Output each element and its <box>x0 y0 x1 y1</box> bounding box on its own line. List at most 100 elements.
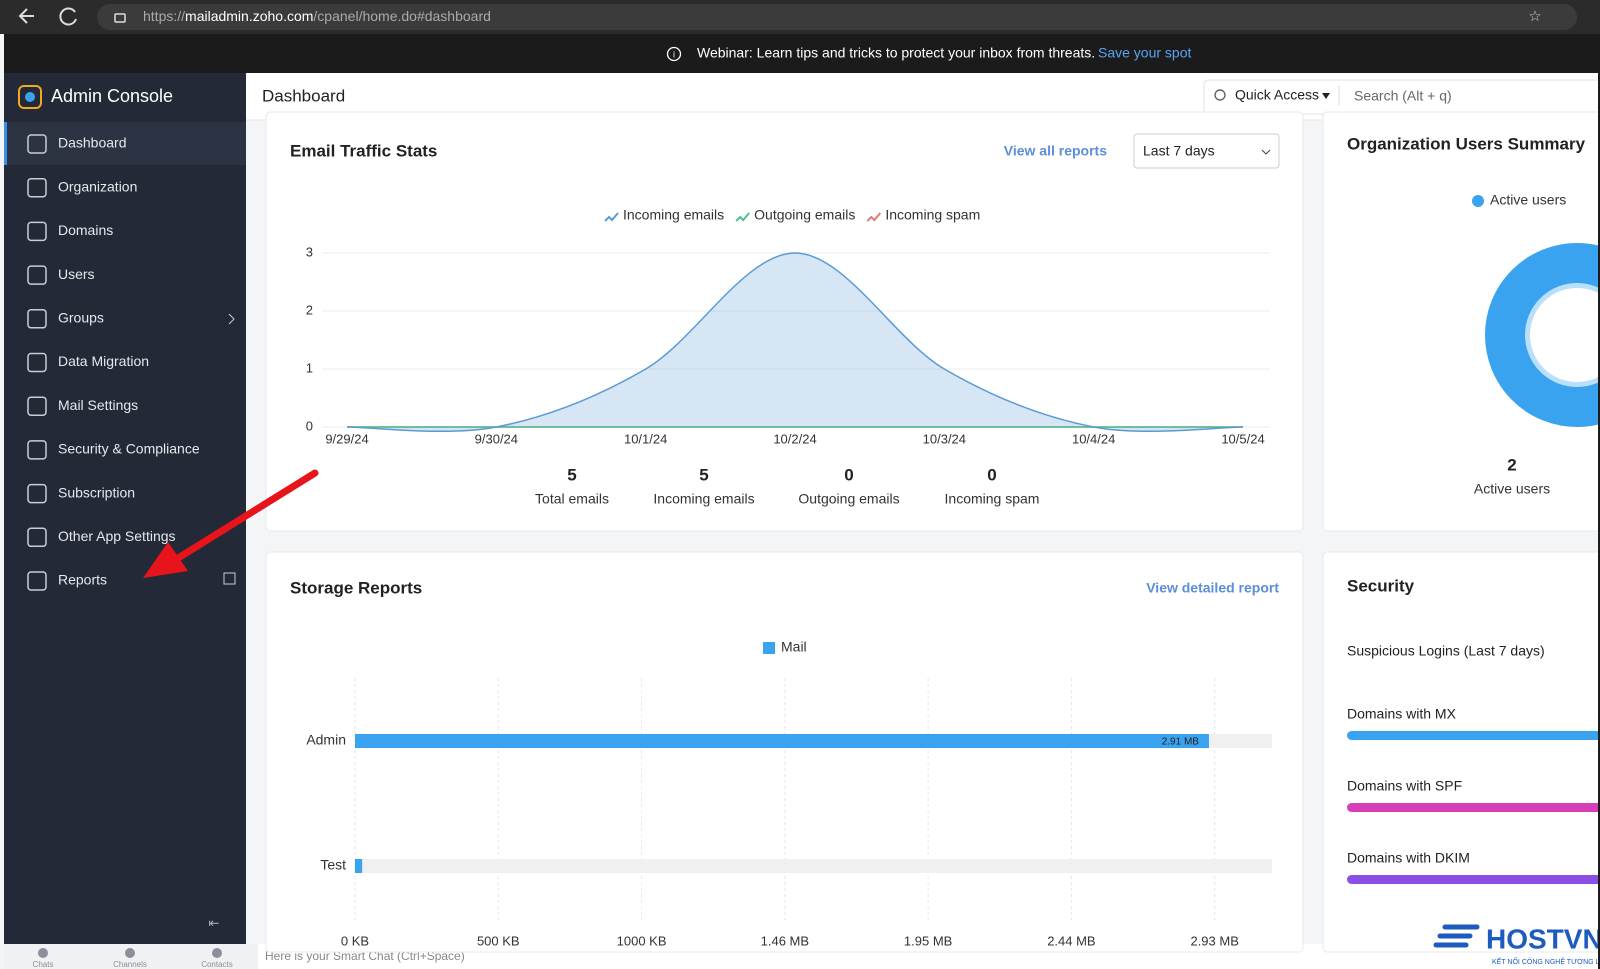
card-title: Storage Reports <box>290 578 422 597</box>
x-tick-label: 10/5/24 <box>1221 431 1264 446</box>
url-prefix: https:// <box>143 8 185 24</box>
donut-inner <box>1524 282 1600 388</box>
sidebar-icon <box>27 483 47 504</box>
search-icon <box>1214 89 1226 101</box>
x-tick-label: 2.44 MB <box>1047 933 1095 948</box>
sidebar-item[interactable]: Data Migration <box>58 353 149 369</box>
smart-chat[interactable]: Here is your Smart Chat (Ctrl+Space) <box>265 949 465 963</box>
tab-icon <box>212 948 222 958</box>
security-label: Domains with DKIM <box>1347 850 1470 866</box>
legend-icon <box>1472 195 1484 207</box>
legend-label: Active users <box>1490 192 1566 208</box>
x-tick-label: 1.46 MB <box>761 933 809 948</box>
legend-icon <box>735 212 750 222</box>
annotation-arrow <box>171 469 319 564</box>
bar <box>355 859 363 873</box>
view-detailed-report[interactable]: View detailed report <box>1146 580 1279 596</box>
sidebar-icon <box>27 352 47 373</box>
sidebar-icon <box>27 177 47 198</box>
tab-icon <box>38 948 48 958</box>
range-caret <box>1261 149 1271 155</box>
x-tick-label: 500 KB <box>477 933 520 948</box>
banner <box>4 34 1600 73</box>
info-glyph: i <box>673 49 675 59</box>
stat-value: 5 <box>699 465 708 484</box>
y-tick-label: 0 <box>306 418 313 433</box>
console-logo-dot <box>25 92 35 102</box>
range-select[interactable] <box>1133 133 1280 169</box>
address-bar[interactable] <box>97 4 1577 30</box>
view-all-reports[interactable]: View all reports <box>1004 143 1107 159</box>
watermark-brand: HOSTVN <box>1486 923 1600 954</box>
sidebar <box>4 73 246 969</box>
bottom-tab[interactable]: Chats <box>33 960 54 969</box>
legend-icon <box>604 212 619 222</box>
quick-access-caret <box>1322 93 1330 99</box>
card-title: Email Traffic Stats <box>290 141 437 160</box>
legend-icon <box>763 642 775 654</box>
card-title: Security <box>1347 576 1415 595</box>
quick-access[interactable]: Quick Access <box>1235 87 1319 103</box>
sidebar-icon <box>27 440 47 460</box>
url-path: /cpanel/home.do#dashboard <box>313 8 490 24</box>
x-tick-label: 9/30/24 <box>475 431 518 446</box>
stat-label: Total emails <box>535 491 609 507</box>
external-link-icon <box>223 572 236 585</box>
tab-icon <box>125 948 135 958</box>
sidebar-item[interactable]: Domains <box>58 222 113 238</box>
bottom-tab[interactable]: Channels <box>113 960 147 969</box>
url: https://mailadmin.zoho.com/cpanel/home.d… <box>143 8 491 24</box>
legend-label[interactable]: Incoming spam <box>885 207 980 223</box>
sidebar-icon <box>27 309 47 329</box>
range-label: Last 7 days <box>1143 143 1215 159</box>
reload-button[interactable] <box>59 7 77 26</box>
sidebar-icon <box>27 571 47 591</box>
collapse-sidebar[interactable]: ⇤ <box>209 915 220 930</box>
sidebar-item[interactable]: Reports <box>58 572 107 588</box>
legend-label[interactable]: Incoming emails <box>623 207 724 223</box>
submenu-caret <box>228 313 235 325</box>
banner-link[interactable]: Save your spot <box>1098 45 1191 61</box>
sidebar-icon <box>27 134 47 154</box>
security-bar <box>1347 875 1600 884</box>
sidebar-active-bar <box>4 122 7 165</box>
sidebar-item[interactable]: Groups <box>58 310 104 326</box>
favorite-icon[interactable]: ☆ <box>1528 8 1541 25</box>
bar-label: 2.91 MB <box>1162 737 1200 748</box>
sidebar-icon <box>27 527 47 548</box>
sidebar-active <box>4 122 246 165</box>
stat-label: Incoming spam <box>945 491 1040 507</box>
donut <box>1485 243 1600 427</box>
x-tick-label: 10/4/24 <box>1072 431 1115 446</box>
line <box>346 252 1244 433</box>
y-tick-label: 1 <box>306 360 313 375</box>
x-tick-label: 10/1/24 <box>624 431 667 446</box>
area <box>347 253 1243 432</box>
x-tick-label: 10/3/24 <box>923 431 966 446</box>
stat-value: 0 <box>844 465 853 484</box>
sidebar-item[interactable]: Security & Compliance <box>58 441 200 457</box>
stat-value: 0 <box>987 465 996 484</box>
watermark-logo <box>1433 924 1480 948</box>
security-bar <box>1347 803 1600 812</box>
sidebar-item[interactable]: Organization <box>58 178 137 194</box>
sidebar-icon <box>27 396 47 416</box>
window-edge <box>1598 34 1600 969</box>
bottom-tab[interactable]: Contacts <box>201 960 233 969</box>
page-title: Dashboard <box>262 86 345 105</box>
legend-label[interactable]: Outgoing emails <box>754 207 855 223</box>
bar <box>355 734 1209 748</box>
sidebar-item[interactable]: Users <box>58 266 95 282</box>
sidebar-item[interactable]: Subscription <box>58 484 135 500</box>
annotation-arrow-head <box>143 542 188 578</box>
legend-label: Mail <box>781 639 807 655</box>
sidebar-item[interactable]: Other App Settings <box>58 528 176 544</box>
sidebar-item[interactable]: Dashboard <box>58 135 127 151</box>
back-button[interactable] <box>18 8 34 24</box>
y-tick-label: 3 <box>306 244 313 259</box>
url-host: mailadmin.zoho.com <box>185 8 313 24</box>
stat-label: Incoming emails <box>653 491 754 507</box>
x-tick-label: 10/2/24 <box>773 431 816 446</box>
sidebar-item[interactable]: Mail Settings <box>58 397 138 413</box>
